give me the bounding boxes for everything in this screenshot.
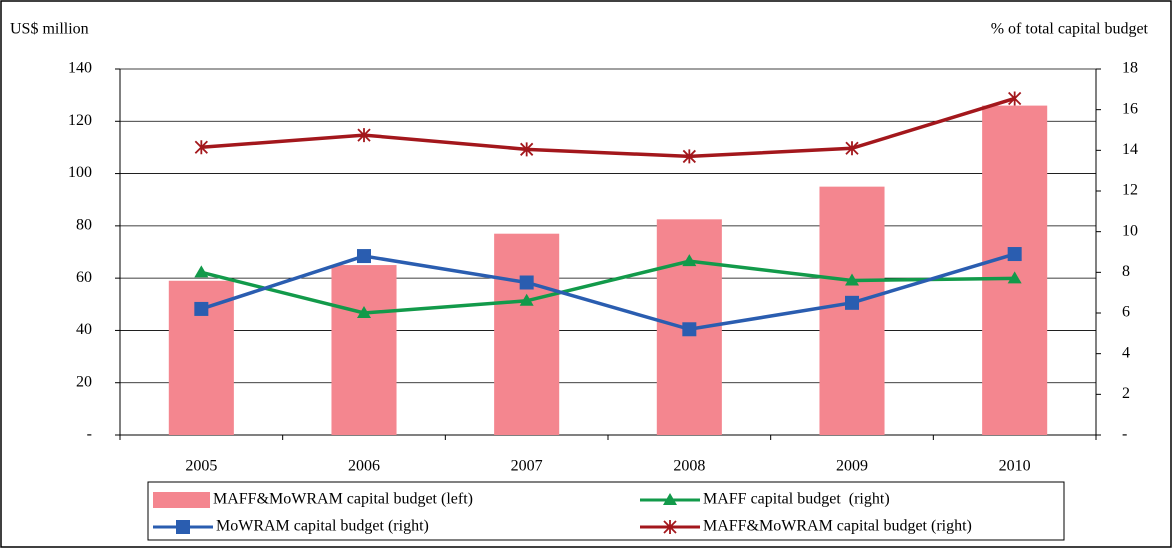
marker	[176, 520, 190, 534]
bar	[982, 105, 1048, 435]
x-tick-label: 2005	[185, 458, 217, 475]
y-tick-label: 140	[68, 60, 92, 77]
marker	[682, 149, 696, 164]
marker	[845, 141, 859, 156]
legend-label: MAFF&MoWRAM capital budget (right)	[703, 518, 972, 535]
legend-label: MAFF capital budget (right)	[703, 491, 890, 508]
line	[201, 96, 1016, 159]
y-axis-label: US$ million	[10, 21, 89, 38]
y2-tick-label: 14	[1122, 141, 1138, 158]
marker	[1007, 247, 1022, 262]
y-tick-label: 40	[76, 321, 92, 338]
x-tick-label: 2007	[511, 458, 543, 475]
bar	[331, 265, 397, 435]
y-tick-label: -	[87, 426, 92, 443]
marker	[357, 249, 371, 264]
legend-box	[147, 481, 1065, 541]
marker	[1008, 91, 1022, 106]
x-tick-label: 2008	[673, 458, 705, 475]
y-tick-label: 80	[76, 217, 92, 234]
y-tick-label: 20	[76, 373, 92, 390]
marker	[519, 293, 534, 306]
legend-label: MAFF&MoWRAM capital budget (left)	[213, 491, 473, 508]
marker	[682, 254, 697, 267]
marker	[663, 493, 677, 505]
y2-tick-label: 18	[1122, 60, 1138, 77]
y2-tick-label: 6	[1122, 304, 1130, 321]
y2-axis-label: % of total capital budget	[991, 21, 1149, 38]
y2-tick-label: 12	[1122, 182, 1138, 199]
x-tick-label: 2006	[348, 458, 380, 475]
y2-tick-label: 8	[1122, 263, 1130, 280]
y-tick-label: 120	[68, 112, 92, 129]
bar	[494, 233, 560, 435]
y2-tick-label: 10	[1122, 222, 1138, 239]
legend-label: MoWRAM capital budget (right)	[216, 518, 429, 535]
marker	[845, 295, 859, 310]
line	[200, 252, 1016, 332]
marker	[519, 275, 534, 290]
line	[200, 259, 1015, 315]
y-tick-label: 100	[68, 164, 92, 181]
y2-tick-label: -	[1122, 426, 1127, 443]
y2-tick-label: 16	[1122, 100, 1138, 117]
marker	[1007, 271, 1022, 284]
marker	[520, 142, 534, 157]
marker	[194, 140, 208, 155]
legend-swatch	[153, 492, 210, 508]
marker	[682, 322, 697, 337]
bar	[819, 186, 885, 435]
marker	[663, 520, 677, 534]
marker	[845, 273, 859, 286]
marker	[357, 128, 371, 143]
x-tick-label: 2009	[836, 458, 868, 475]
marker	[194, 301, 209, 316]
y2-tick-label: 2	[1122, 385, 1130, 402]
marker	[357, 306, 371, 318]
y-tick-label: 60	[76, 269, 92, 286]
x-tick-label: 2010	[999, 458, 1031, 475]
marker	[194, 265, 209, 278]
y2-tick-label: 4	[1122, 344, 1130, 361]
